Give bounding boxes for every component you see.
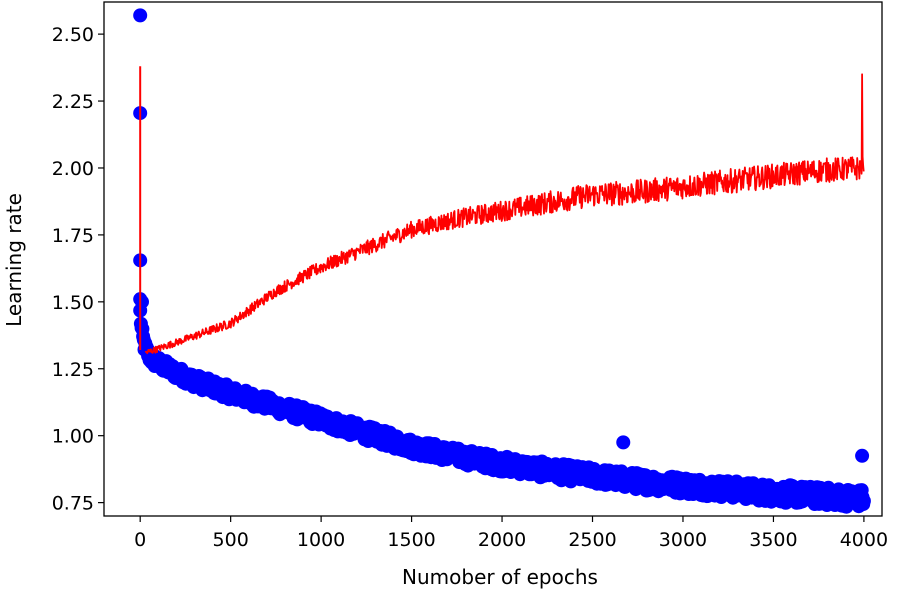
line-series <box>139 66 865 355</box>
x-tick-label: 4000 <box>840 529 888 551</box>
scatter-outlier-point <box>134 294 149 309</box>
y-tick-label: 2.25 <box>52 91 94 113</box>
y-tick-label: 1.25 <box>52 359 94 381</box>
x-tick-label: 2500 <box>568 529 616 551</box>
x-axis-label: Numober of epochs <box>402 565 598 589</box>
x-tick-label: 1500 <box>387 529 435 551</box>
scatter-outlier-point <box>855 448 870 463</box>
scatter-series <box>133 8 871 514</box>
x-axis: 0 500 1000 1500 2000 2500 3000 3500 4000 <box>134 516 888 551</box>
scatter-outlier-point <box>616 435 631 450</box>
y-axis: 0.75 1.00 1.25 1.50 1.75 2.00 2.25 2.50 <box>52 24 104 515</box>
scatter-outlier-point <box>133 8 148 23</box>
y-tick-label: 2.00 <box>52 158 94 180</box>
y-tick-label: 1.00 <box>52 426 94 448</box>
x-tick-label: 1000 <box>297 529 345 551</box>
x-tick-label: 500 <box>213 529 249 551</box>
x-tick-label: 3000 <box>659 529 707 551</box>
plot-background <box>104 2 882 516</box>
x-tick-label: 2000 <box>478 529 526 551</box>
y-tick-label: 1.50 <box>52 292 94 314</box>
x-tick-label: 0 <box>134 529 146 551</box>
x-tick-label: 3500 <box>749 529 797 551</box>
y-tick-label: 1.75 <box>52 225 94 247</box>
scatter-point <box>856 494 871 508</box>
plot-frame <box>103 1 883 517</box>
line-path <box>144 73 865 355</box>
y-axis-label: Learning rate <box>2 193 26 327</box>
y-tick-label: 0.75 <box>52 493 94 515</box>
y-tick-label: 2.50 <box>52 24 94 46</box>
